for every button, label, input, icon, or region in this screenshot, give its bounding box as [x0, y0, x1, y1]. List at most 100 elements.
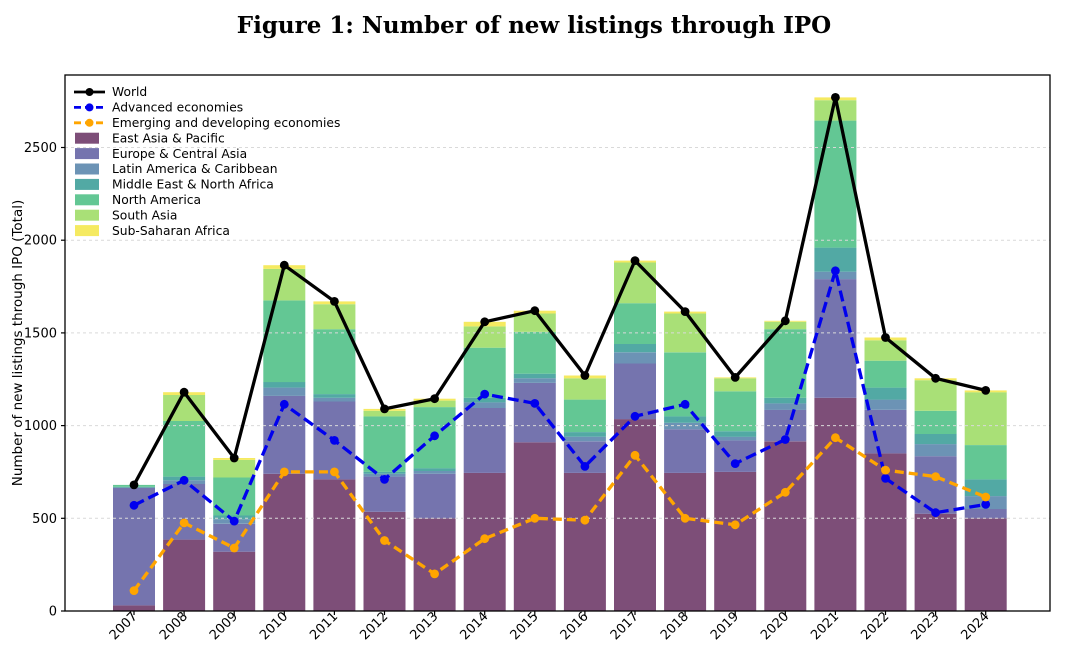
- legend-marker-sample: [85, 103, 94, 112]
- marker-world-2024: [981, 386, 991, 395]
- bar-segment-east-asia-pacific-2016: [563, 472, 606, 611]
- legend-label: Advanced economies: [112, 101, 243, 115]
- line-world: [132, 95, 987, 486]
- plot-border: [64, 74, 1051, 612]
- bar-segment-middle-east-north-africa-2024: [964, 479, 1007, 497]
- marker-advanced-economies-2018: [680, 399, 690, 409]
- x-tick-label: 2018: [658, 609, 692, 643]
- marker-advanced-economies-2024: [981, 500, 991, 509]
- legend-marker-sample: [85, 118, 94, 127]
- marker-advanced-economies-2021: [831, 266, 840, 276]
- x-tick-label: 2021: [808, 609, 842, 643]
- bar-segment-europe-central-asia-2017: [614, 363, 656, 420]
- bar-segment-east-asia-pacific-2021: [814, 397, 857, 611]
- marker-advanced-economies-2008: [179, 475, 189, 485]
- marker-world-2008: [179, 387, 189, 397]
- bar-segment-north-america-2016: [563, 399, 606, 432]
- bar-segment-south-asia-2015: [513, 313, 556, 332]
- x-tick-label: 2023: [908, 609, 942, 643]
- marker-emerging-and-developing-economies-2011: [330, 467, 339, 477]
- bar-segment-middle-east-north-africa-2014: [463, 397, 506, 403]
- x-tick-label: 2009: [207, 609, 241, 643]
- legend-patch-sample: [75, 225, 99, 237]
- bar-segment-south-asia-2011: [313, 304, 356, 330]
- legend-patch-sample: [75, 148, 99, 160]
- marker-emerging-and-developing-economies-2024: [981, 492, 991, 502]
- bar-segment-east-asia-pacific-2019: [714, 471, 757, 611]
- y-tick-label: 2000: [24, 234, 57, 249]
- x-tick-label: 2010: [257, 609, 291, 643]
- bar-segment-europe-central-asia-2014: [463, 408, 506, 473]
- bar-segment-europe-central-asia-2023: [914, 456, 957, 514]
- bar-segment-europe-central-asia-2021: [814, 279, 857, 398]
- bar-segment-europe-central-asia-2013: [413, 473, 456, 519]
- bar-segment-middle-east-north-africa-2013: [413, 468, 456, 471]
- legend-item-middle-east-north-africa: Middle East & North Africa: [75, 178, 274, 192]
- marker-world-2007: [129, 480, 139, 490]
- bar-segment-east-asia-pacific-2007: [113, 605, 155, 611]
- legend-item-north-america: North America: [75, 193, 201, 207]
- bar-segment-north-america-2024: [964, 445, 1007, 480]
- marker-world-2012: [380, 404, 389, 414]
- legend-item-europe-central-asia: Europe & Central Asia: [75, 147, 247, 161]
- legend-label: Latin America & Caribbean: [112, 162, 278, 176]
- marker-advanced-economies-2013: [430, 431, 439, 441]
- bar-segment-east-asia-pacific-2015: [513, 442, 556, 611]
- marker-advanced-economies-2015: [530, 399, 540, 408]
- legend-label: North America: [112, 193, 201, 207]
- line-advanced-economies: [133, 269, 986, 523]
- bar-segment-middle-east-north-africa-2017: [614, 344, 656, 353]
- legend-patch-sample: [75, 194, 99, 206]
- marker-world-2015: [530, 306, 540, 316]
- bar-segment-south-asia-2020: [764, 321, 807, 330]
- x-tick-label: 2011: [307, 609, 341, 643]
- chart-root: 0 500 1000 1500 2000 2500 2007 2008 2009 2010 2011…: [10, 74, 1051, 643]
- marker-emerging-and-developing-economies-2022: [881, 465, 890, 475]
- legend-label: South Asia: [112, 208, 177, 222]
- bar-segment-latin-america-caribbean-2015: [513, 378, 556, 383]
- marker-advanced-economies-2019: [730, 459, 740, 468]
- bar-segment-middle-east-north-africa-2018: [664, 416, 707, 423]
- marker-world-2009: [229, 453, 239, 463]
- bar-segment-middle-east-north-africa-2023: [914, 433, 957, 445]
- bar-segment-latin-america-caribbean-2017: [614, 352, 656, 364]
- marker-world-2014: [480, 317, 490, 327]
- bar-segment-south-asia-2019: [714, 378, 757, 392]
- x-tick-label: 2014: [458, 609, 492, 643]
- legend-patch-sample: [75, 163, 99, 175]
- bar-segment-east-asia-pacific-2012: [363, 511, 406, 611]
- legend-label: Sub-Saharan Africa: [112, 224, 230, 238]
- marker-advanced-economies-2022: [881, 474, 890, 483]
- bar-segment-east-asia-pacific-2017: [614, 419, 656, 611]
- marker-advanced-economies-2012: [380, 475, 389, 484]
- x-tick-label: 2007: [107, 609, 141, 643]
- marker-advanced-economies-2014: [480, 389, 490, 399]
- marker-world-2022: [881, 333, 890, 342]
- y-axis-label: Number of new listings through IPO (Tota…: [10, 200, 26, 487]
- marker-world-2020: [780, 316, 790, 326]
- bar-segment-south-asia-2012: [363, 410, 406, 417]
- marker-world-2016: [580, 371, 590, 380]
- marker-emerging-and-developing-economies-2009: [229, 543, 239, 553]
- bar-segment-north-america-2014: [463, 347, 506, 398]
- bar-segment-east-asia-pacific-2020: [764, 441, 807, 611]
- bar-segment-latin-america-caribbean-2011: [313, 397, 356, 402]
- x-tick-label: 2017: [608, 609, 642, 643]
- bar-segment-latin-america-caribbean-2023: [914, 444, 957, 457]
- legend-item-world: World: [74, 85, 147, 99]
- marker-emerging-and-developing-economies-2020: [780, 487, 790, 497]
- legend-item-south-asia: South Asia: [75, 208, 177, 222]
- marker-world-2023: [931, 373, 940, 383]
- marker-advanced-economies-2023: [931, 508, 940, 518]
- bar-segment-north-america-2011: [313, 329, 356, 395]
- y-tick-label: 1000: [24, 419, 57, 434]
- legend-patch-sample: [75, 178, 99, 190]
- bar-segment-middle-east-north-africa-2022: [864, 387, 907, 400]
- marker-advanced-economies-2010: [279, 399, 289, 409]
- bar-segment-south-asia-2024: [964, 392, 1007, 445]
- bar-segment-europe-central-asia-2018: [664, 429, 707, 473]
- bar-segment-south-asia-2010: [263, 268, 306, 301]
- bar-segment-east-asia-pacific-2023: [914, 513, 957, 611]
- y-tick-label: 0: [49, 605, 57, 620]
